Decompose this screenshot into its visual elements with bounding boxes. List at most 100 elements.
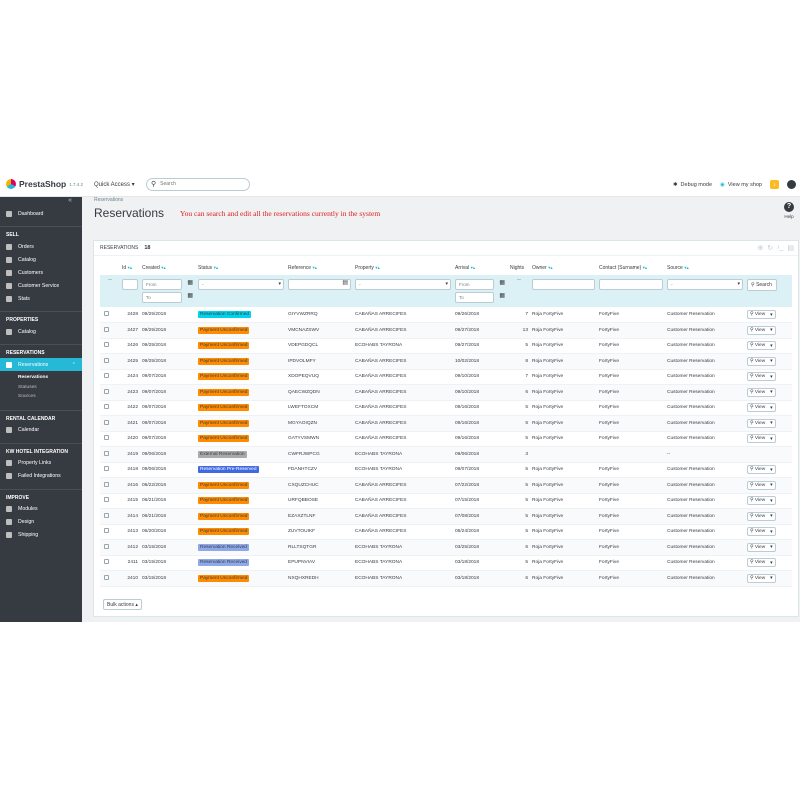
filter-arrival-to[interactable]: To ▦	[455, 292, 505, 303]
table-row[interactable]: 2416 06/22/2018 Payment Unconfirmed CXQUZCH…	[100, 477, 792, 494]
caret-down-icon[interactable]: ▾	[770, 327, 773, 334]
database-icon[interactable]: ▤	[787, 245, 794, 252]
sidebar-item-design[interactable]: Design	[0, 516, 82, 529]
view-button[interactable]: ⚲ View ▾	[747, 465, 776, 475]
refresh-icon[interactable]: ↻	[767, 245, 774, 252]
caret-down-icon[interactable]: ▾	[770, 497, 773, 504]
caret-down-icon[interactable]: ▾	[770, 482, 773, 489]
table-row[interactable]: 2421 09/07/2018 Payment Unconfirmed MGYAOIQ…	[100, 415, 792, 432]
sort-arrows-icon[interactable]: ▾▴	[161, 265, 166, 270]
row-checkbox[interactable]	[104, 528, 109, 534]
filter-id-input[interactable]	[122, 279, 138, 290]
view-button[interactable]: ⚲ View ▾	[747, 310, 776, 319]
filter-contact-input[interactable]	[599, 279, 663, 290]
sidebar-item-catalog[interactable]: Catalog	[0, 253, 82, 266]
view-button[interactable]: ⚲ View ▾	[747, 496, 776, 506]
caret-down-icon[interactable]: ▾	[770, 575, 773, 582]
caret-down-icon[interactable]: ▾	[770, 544, 773, 551]
caret-down-icon[interactable]: ▾	[770, 466, 773, 473]
sidebar-subitem-statuses[interactable]: Statuses	[18, 384, 37, 390]
row-checkbox[interactable]	[104, 404, 109, 410]
view-button[interactable]: ⚲ View ▾	[747, 434, 776, 444]
caret-down-icon[interactable]: ▾	[770, 311, 773, 318]
sql-icon[interactable]: ›_	[777, 244, 784, 251]
view-button[interactable]: ⚲ View ▾	[747, 527, 776, 537]
filter-created-to[interactable]: To ▦	[142, 292, 193, 303]
row-checkbox[interactable]	[104, 419, 109, 425]
row-checkbox[interactable]	[104, 574, 109, 580]
table-row[interactable]: 2410 03/15/2018 Payment Unconfirmed NXQHXRE…	[100, 570, 792, 587]
user-avatar-icon[interactable]	[787, 180, 796, 189]
row-checkbox[interactable]	[104, 450, 109, 456]
table-row[interactable]: 2420 09/07/2018 Payment Unconfirmed GATYVSM…	[100, 431, 792, 447]
sidebar-item-stats[interactable]: Stats	[0, 292, 82, 305]
sidebar-item-customers[interactable]: Customers	[0, 266, 82, 279]
row-checkbox[interactable]	[104, 357, 109, 363]
sidebar-subitem-reservations[interactable]: Reservations	[18, 375, 49, 380]
table-row[interactable]: 2418 09/06/2018 Reservation Pre-Reserved FD…	[100, 462, 792, 478]
sort-arrows-icon[interactable]: ▾▴	[213, 265, 219, 270]
calendar-icon[interactable]: ▦	[499, 293, 505, 299]
sidebar-item-property-links[interactable]: Property Links	[0, 457, 82, 470]
view-button[interactable]: ⚲ View ▾	[747, 356, 776, 366]
table-row[interactable]: 2424 09/07/2018 Payment Unconfirmed XDOPEQV…	[100, 369, 792, 385]
sidebar-subitem-sources[interactable]: Sources	[18, 394, 36, 399]
caret-down-icon[interactable]: ▾	[770, 513, 773, 520]
caret-down-icon[interactable]: ▾	[770, 420, 773, 427]
list-icon[interactable]: ▤	[342, 280, 348, 286]
view-button[interactable]: ⚲ View ▾	[747, 403, 776, 413]
sort-arrows-icon[interactable]: ▾▴	[127, 265, 133, 270]
sidebar-item-orders[interactable]: Orders	[0, 240, 82, 253]
breadcrumb[interactable]: Reservations	[94, 197, 124, 203]
table-row[interactable]: 2422 09/07/2018 Payment Unconfirmed LWEFTOX…	[100, 400, 792, 416]
sidebar-item-calendar[interactable]: Calendar	[0, 424, 82, 437]
quick-access-dropdown[interactable]: Quick Access ▾	[94, 181, 135, 188]
view-shop-link[interactable]: ◉ View my shop	[720, 182, 762, 188]
sort-arrows-icon[interactable]: ▾▴	[312, 265, 317, 270]
view-button[interactable]: ⚲ View ▾	[747, 558, 776, 568]
table-row[interactable]: 2414 06/21/2018 Payment Unconfirmed EZAXZTL…	[100, 508, 792, 525]
view-button[interactable]: ⚲ View ▾	[747, 372, 776, 382]
sort-arrows-icon[interactable]: ▾▴	[684, 265, 689, 270]
calendar-icon[interactable]: ▦	[499, 280, 505, 286]
view-button[interactable]: ⚲ View ▾	[747, 480, 776, 490]
table-row[interactable]: 2413 06/20/2018 Payment Unconfirmed ZUVTOUI…	[100, 524, 792, 540]
caret-down-icon[interactable]: ▾	[770, 528, 773, 535]
sidebar-item-dashboard[interactable]: Dashboard	[0, 207, 82, 220]
caret-down-icon[interactable]: ▾	[770, 559, 773, 566]
calendar-icon[interactable]: ▦	[187, 293, 193, 299]
sidebar-item-properties-catalog[interactable]: Catalog	[0, 325, 82, 338]
filter-property-select[interactable]: -	[355, 279, 451, 290]
row-checkbox[interactable]	[104, 311, 109, 316]
search-icon[interactable]: ⚲	[151, 181, 157, 188]
view-button[interactable]: ⚲ View ▾	[747, 325, 776, 335]
view-button[interactable]: ⚲ View ▾	[747, 542, 776, 552]
table-row[interactable]: 2411 03/15/2018 Reservation Received EPUPNV…	[100, 555, 792, 571]
table-row[interactable]: 2419 09/06/2018 External Reservation CWFRJW…	[100, 446, 792, 463]
filter-owner-input[interactable]	[532, 279, 595, 290]
sort-arrows-icon[interactable]: ▾▴	[470, 265, 476, 270]
row-checkbox[interactable]	[104, 373, 109, 379]
logo[interactable]: PrestaShop 1.7.4.2	[6, 179, 94, 189]
caret-down-icon[interactable]: ▾	[770, 373, 773, 380]
view-button[interactable]: ⚲ View ▾	[747, 573, 776, 583]
table-row[interactable]: 2428 09/25/2018 Reservation Confirmed GIYVW…	[100, 307, 792, 323]
table-row[interactable]: 2423 09/07/2018 Payment Unconfirmed QAECWZQ…	[100, 384, 792, 401]
add-icon[interactable]: ⊕	[757, 245, 764, 252]
caret-down-icon[interactable]: ▾	[770, 389, 773, 396]
caret-down-icon[interactable]: ▾	[770, 435, 773, 442]
table-row[interactable]: 2415 06/21/2018 Payment Unconfirmed URFQBBO…	[100, 493, 792, 509]
sidebar-item-shipping[interactable]: Shipping	[0, 529, 82, 542]
search-input[interactable]	[160, 181, 241, 187]
row-checkbox[interactable]	[104, 435, 109, 441]
filter-reference-input[interactable]: ▤	[288, 279, 351, 290]
caret-down-icon[interactable]: ▾	[770, 404, 773, 411]
sidebar-item-customer-service[interactable]: Customer Service	[0, 279, 82, 292]
sort-arrows-icon[interactable]: ▾▴	[375, 265, 380, 270]
help-button[interactable]: ? Help	[784, 202, 794, 219]
row-checkbox[interactable]	[104, 481, 109, 487]
view-button[interactable]: ⚲ View ▾	[747, 341, 776, 351]
sort-arrows-icon[interactable]: ▾▴	[548, 265, 553, 270]
collapse-sidebar-icon[interactable]: «	[68, 197, 72, 204]
view-button[interactable]: ⚲ View ▾	[747, 387, 776, 397]
